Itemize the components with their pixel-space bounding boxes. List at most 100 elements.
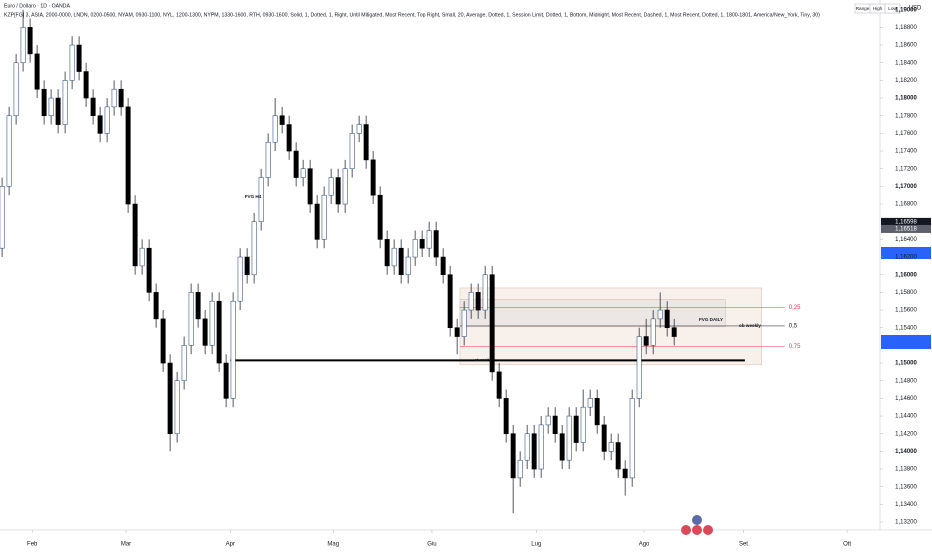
annotation: FVG DAILY — [699, 317, 723, 322]
candle-body — [440, 256, 446, 276]
candle-body — [356, 124, 362, 134]
y-tick-label: 1,17200 — [895, 166, 917, 172]
range-button-label[interactable]: Range — [856, 6, 870, 11]
candle-body — [83, 71, 89, 99]
candle-body — [62, 80, 68, 125]
range-button-label[interactable]: Low — [888, 6, 897, 11]
candle-body — [426, 230, 432, 249]
candle-body — [97, 115, 103, 134]
y-tick-label: 1,16400 — [895, 237, 917, 243]
candle-body — [230, 300, 236, 399]
candle-body — [587, 398, 593, 408]
price-label-box — [881, 217, 931, 226]
candle-body — [195, 292, 201, 320]
candle-body — [328, 177, 334, 196]
candle-body — [531, 433, 537, 470]
candle-body — [188, 292, 194, 346]
x-tick-label: Apr — [226, 542, 235, 548]
candle-body — [608, 442, 614, 452]
candle-body — [279, 115, 285, 125]
candle-body — [223, 362, 229, 399]
y-tick-label: 1,16800 — [895, 202, 917, 208]
y-tick-label: 1,14400 — [895, 414, 917, 420]
candle-body — [286, 124, 292, 152]
candle-body — [398, 247, 404, 276]
y-tick-label: 1,13200 — [895, 520, 917, 526]
y-tick-label: 1,14200 — [895, 431, 917, 437]
candle-body — [160, 318, 166, 364]
candle-body — [202, 318, 208, 346]
candle-body — [34, 53, 40, 90]
candle-body — [342, 168, 348, 205]
candle-body — [314, 203, 320, 240]
candle-body — [300, 168, 306, 178]
candle-body — [27, 27, 33, 55]
candle-body — [482, 274, 488, 311]
fib-level-label: 0,25 — [789, 305, 801, 311]
candle-body — [510, 433, 516, 479]
candle-body — [419, 239, 425, 249]
candle-body — [601, 424, 607, 452]
y-tick-label: 1,16000 — [895, 272, 917, 278]
range-button-label[interactable]: High — [873, 6, 883, 11]
candle-body — [391, 247, 397, 267]
candle-body — [13, 62, 19, 117]
candle-body — [111, 88, 117, 108]
candle-body — [447, 274, 453, 329]
y-tick-label: 1,14800 — [895, 378, 917, 384]
candle-body — [153, 292, 159, 320]
candle-body — [90, 97, 96, 117]
x-tick-label: Lug — [531, 542, 541, 548]
candle-body — [174, 380, 180, 435]
candle-body — [20, 27, 26, 64]
currency: USD — [909, 6, 922, 12]
annotation: FVG H4 — [245, 194, 262, 199]
candle-body — [559, 433, 565, 461]
y-tick-label: 1,18600 — [895, 43, 917, 49]
x-tick-label: Feb — [27, 542, 38, 548]
x-tick-label: Mag — [327, 542, 339, 548]
candle-body — [496, 371, 502, 399]
y-tick-label: 1,17400 — [895, 149, 917, 155]
y-tick-label: 1,18800 — [895, 25, 917, 31]
candle-body — [517, 459, 523, 479]
candle-body — [69, 44, 75, 81]
candle-body — [657, 309, 663, 320]
candle-body — [118, 88, 124, 108]
candle-body — [615, 442, 621, 470]
candle-body — [181, 345, 187, 382]
y-tick-label: 1,15600 — [895, 308, 917, 314]
candle-body — [384, 239, 390, 267]
range-button[interactable] — [884, 3, 901, 14]
candle-body — [468, 292, 474, 311]
candle-body — [104, 106, 110, 134]
candle-body — [6, 115, 12, 187]
candle-body — [41, 88, 47, 117]
candle-body — [552, 415, 558, 435]
candle-body — [237, 256, 243, 302]
candle-body — [293, 150, 299, 178]
candle-body — [146, 247, 152, 293]
candle-body — [377, 194, 383, 240]
x-tick-label: Giu — [427, 542, 436, 548]
price-label: 1,16598 — [895, 219, 917, 225]
y-tick-label: 1,17600 — [895, 131, 917, 137]
y-tick-label: 1,15400 — [895, 325, 917, 331]
annotation: ob weekly — [739, 323, 761, 328]
y-tick-label: 1,18200 — [895, 78, 917, 84]
candle-body — [132, 203, 138, 267]
candle-body — [503, 398, 509, 435]
candle-body — [650, 318, 656, 346]
candle-body — [209, 300, 215, 346]
event-icons — [681, 515, 713, 535]
candle-body — [671, 327, 677, 337]
candle-body — [251, 221, 257, 276]
candle-body — [461, 309, 467, 337]
candle-body — [545, 415, 551, 426]
chart-title: Euro / Dollaro · 1D · OANDA — [4, 3, 71, 9]
candle-body — [265, 141, 271, 178]
candle-body — [454, 327, 460, 337]
